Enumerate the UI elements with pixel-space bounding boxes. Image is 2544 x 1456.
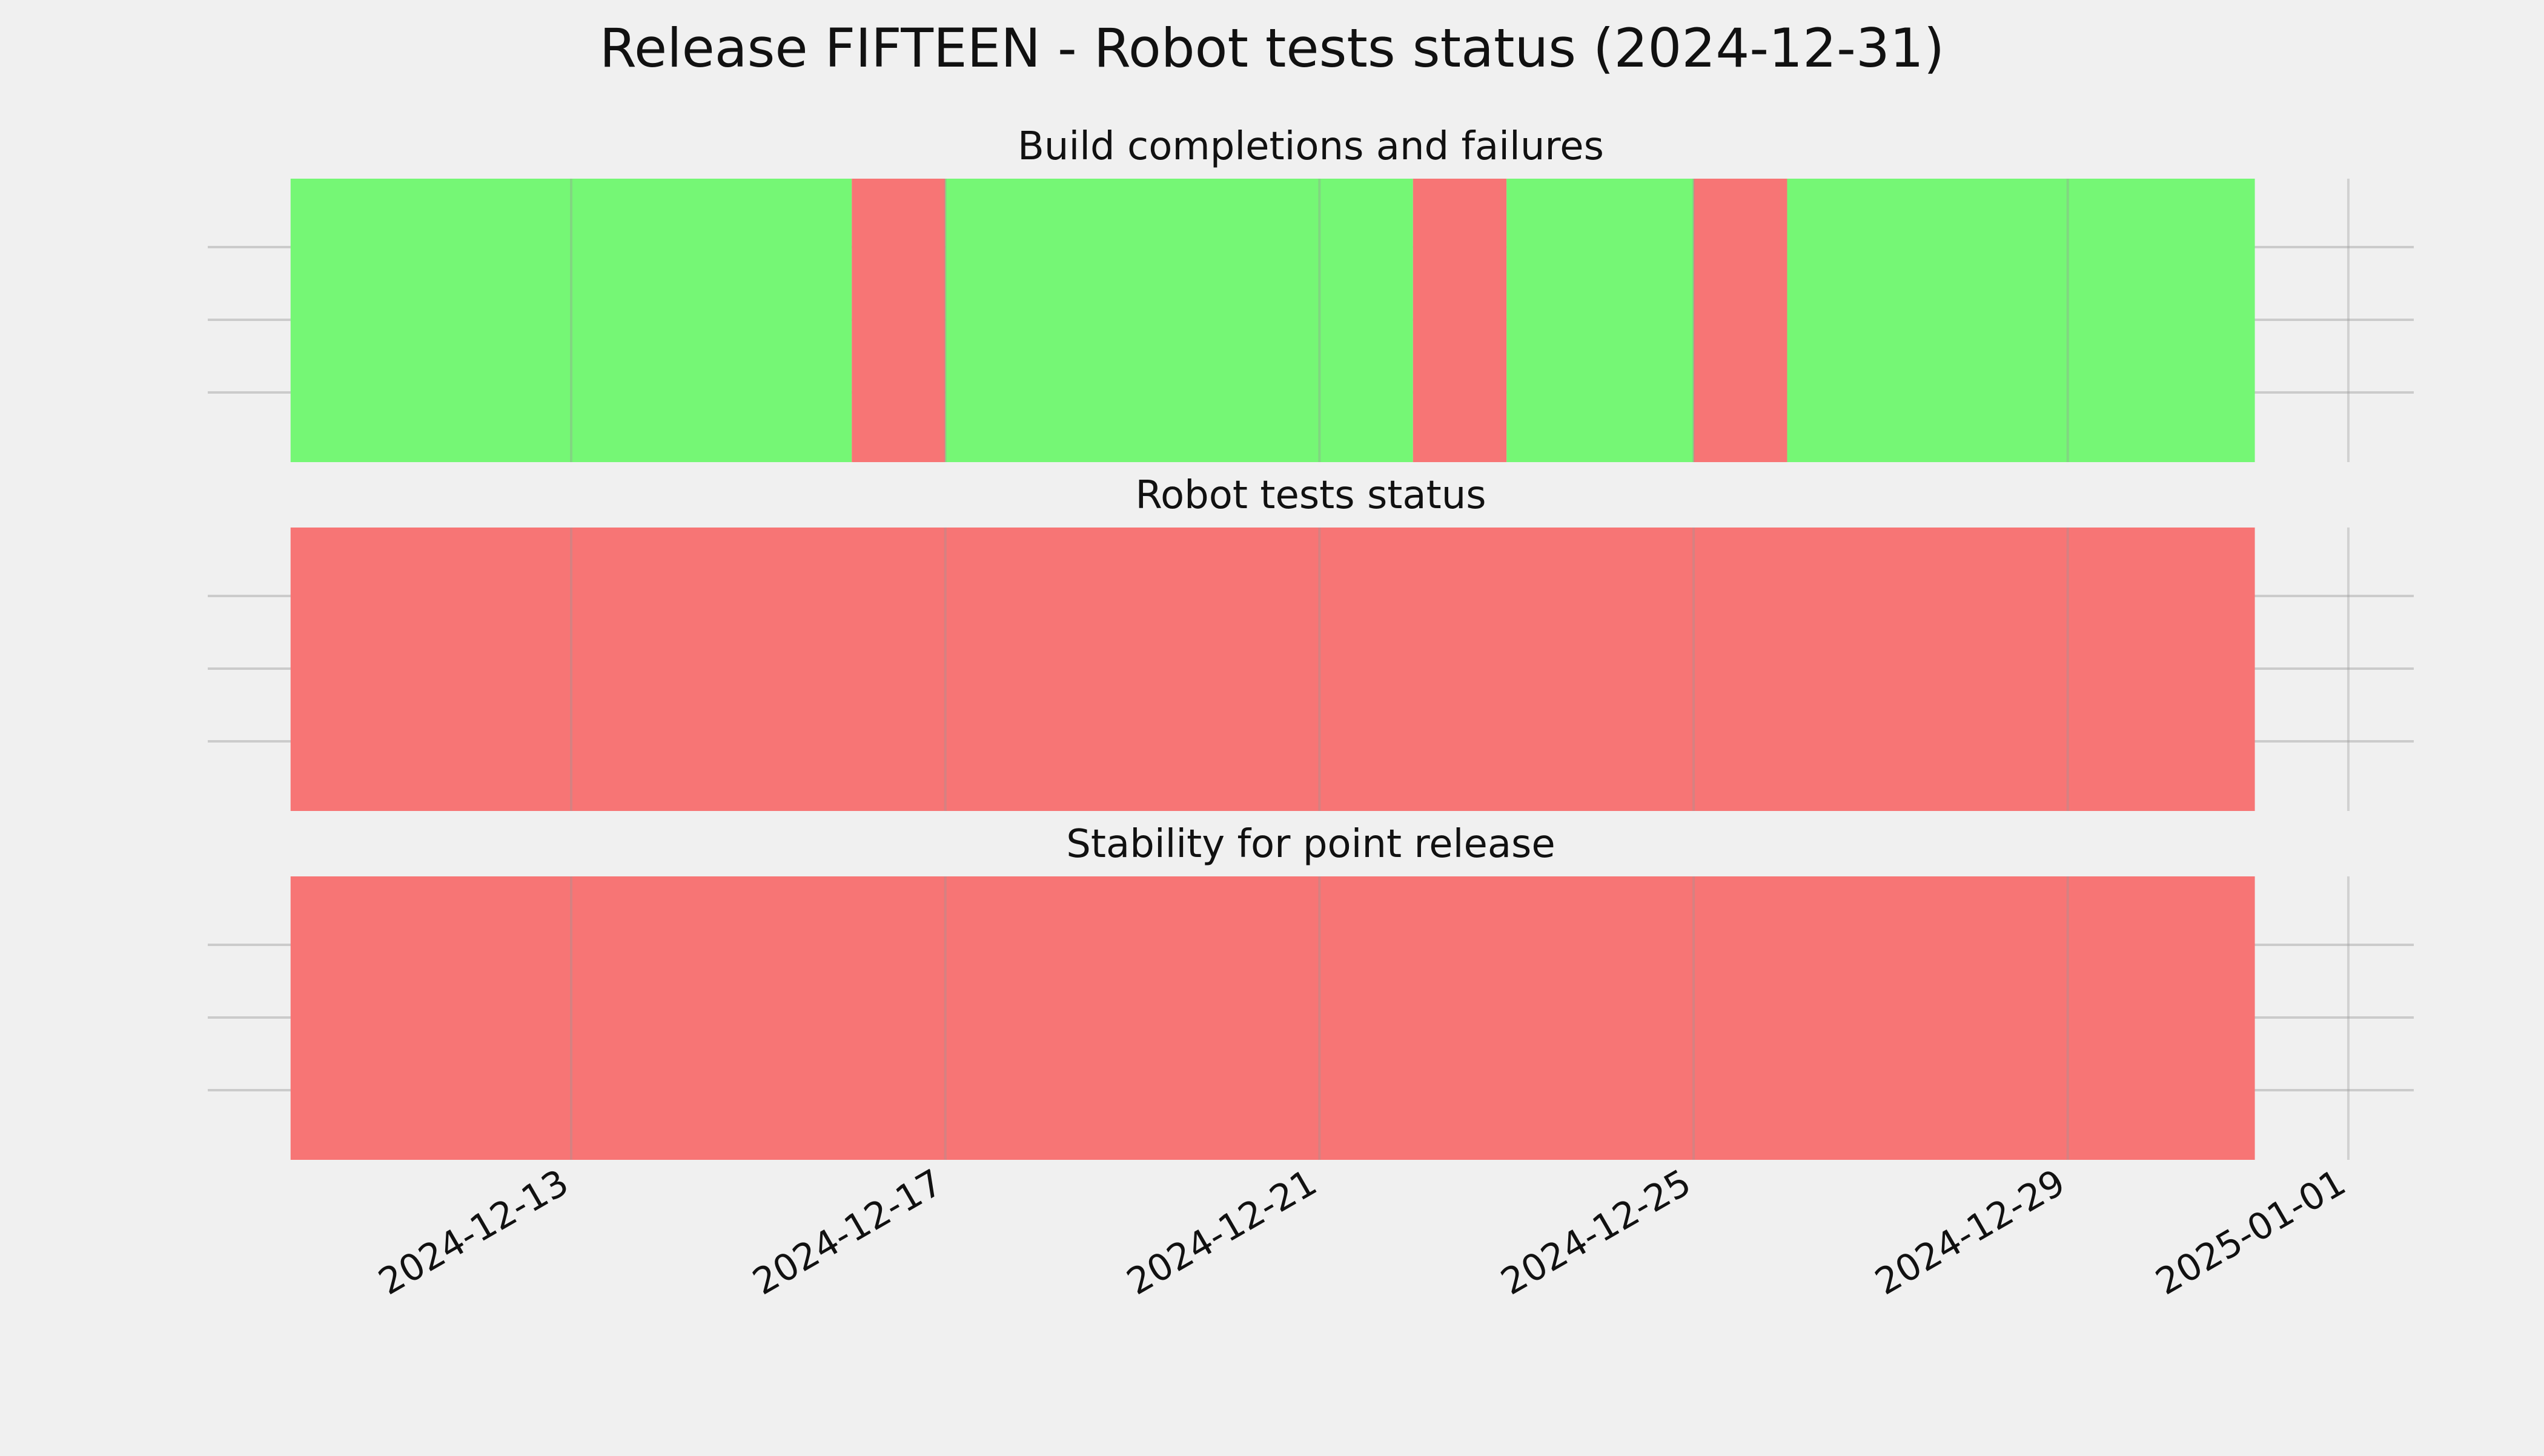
segment-pass bbox=[1787, 179, 2255, 462]
panel-2: Robot tests status bbox=[208, 473, 2414, 811]
segment-fail bbox=[1413, 179, 1507, 462]
panel-title: Stability for point release bbox=[1066, 822, 1555, 867]
segment-pass bbox=[945, 179, 1413, 462]
segment-fail bbox=[852, 179, 946, 462]
segment-fail bbox=[290, 528, 2255, 811]
segment-fail bbox=[290, 876, 2255, 1160]
segment-pass bbox=[1506, 179, 1694, 462]
panel-1: Build completions and failures bbox=[208, 124, 2414, 462]
panel-title: Build completions and failures bbox=[1018, 124, 1604, 169]
panel-title: Robot tests status bbox=[1135, 473, 1486, 518]
chart-title: Release FIFTEEN - Robot tests status (20… bbox=[600, 17, 1944, 79]
segment-pass bbox=[290, 179, 852, 462]
segment-fail bbox=[1694, 179, 1787, 462]
panels-layer: Build completions and failures Robot test… bbox=[208, 124, 2414, 1160]
panel-3: Stability for point release bbox=[208, 822, 2414, 1160]
